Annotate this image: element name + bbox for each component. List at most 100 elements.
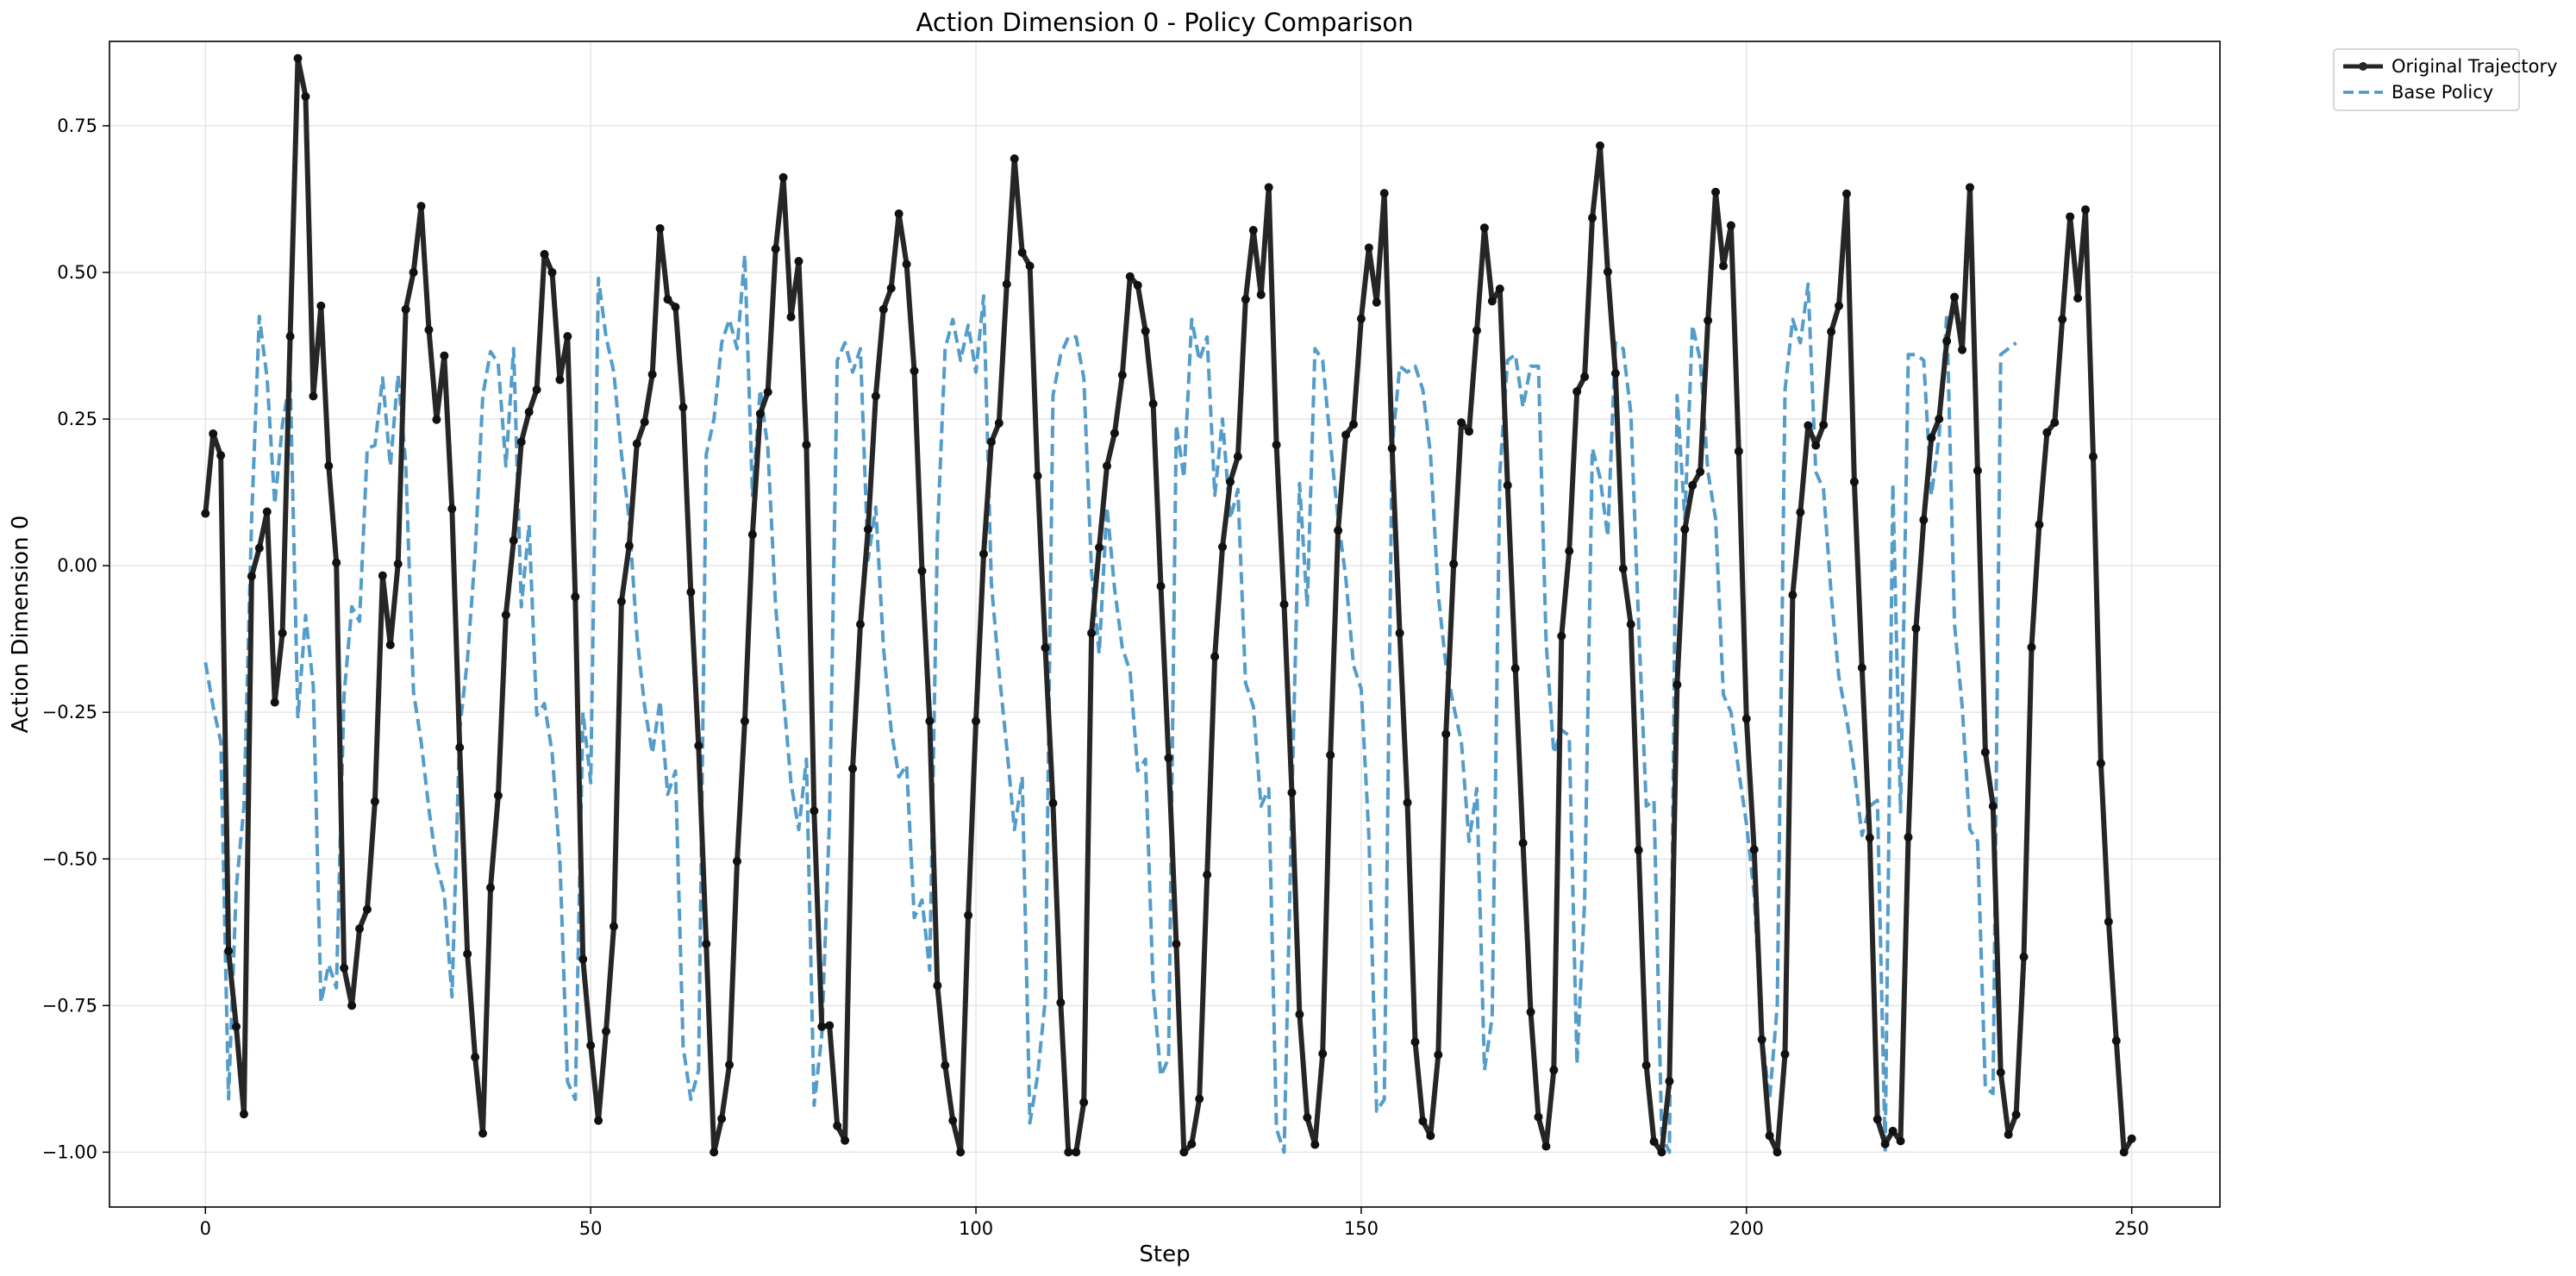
data-point-original-trajectory [1880,1139,1890,1148]
data-point-original-trajectory [2111,1036,2121,1046]
data-point-original-trajectory [485,883,495,892]
data-point-original-trajectory [1526,1007,1535,1016]
data-point-original-trajectory [678,403,688,412]
data-point-original-trajectory [1310,1140,1320,1149]
data-point-original-trajectory [686,587,696,597]
data-point-original-trajectory [1734,447,1743,456]
legend-marker-original-trajectory [2359,62,2367,71]
data-point-original-trajectory [1888,1126,1898,1135]
data-point-original-trajectory [1465,427,1474,436]
data-point-original-trajectory [1958,345,1967,354]
data-point-original-trajectory [1865,833,1874,842]
y-tick-label: 0.50 [57,262,97,283]
data-point-original-trajectory [247,572,256,581]
data-point-original-trajectory [640,417,649,427]
data-point-original-trajectory [555,375,565,385]
data-point-original-trajectory [355,924,365,934]
data-point-original-trajectory [941,1060,950,1070]
data-point-original-trajectory [440,351,449,360]
data-point-original-trajectory [524,407,534,416]
data-point-original-trajectory [2011,1110,2021,1119]
data-point-original-trajectory [594,1116,603,1125]
data-point-original-trajectory [933,981,942,991]
data-point-original-trajectory [1395,629,1404,638]
data-point-original-trajectory [1449,560,1459,569]
data-point-original-trajectory [1841,189,1851,198]
data-point-original-trajectory [1348,420,1358,429]
axis-ticks: 0 50 100 150 200 250 −1.00 −0.75 −0.50 −0.25 0.00 0… [42,116,2149,1239]
data-point-original-trajectory [1572,387,1582,397]
data-point-original-trajectory [1164,754,1173,763]
data-point-original-trajectory [2073,293,2083,303]
data-point-original-trajectory [385,640,395,649]
data-point-original-trajectory [956,1148,966,1157]
data-point-original-trajectory [1195,1094,1204,1104]
x-tick-label: 250 [2115,1218,2149,1239]
data-point-original-trajectory [1148,399,1158,409]
data-point-original-trajectory [509,535,518,545]
data-point-original-trajectory [1811,441,1821,450]
data-point-original-trajectory [1857,663,1866,672]
data-point-original-trajectory [2058,315,2067,324]
data-point-original-trajectory [316,301,326,310]
data-point-original-trajectory [1641,1060,1651,1070]
data-point-original-trajectory [1087,629,1097,638]
data-point-original-trajectory [1264,183,1273,192]
data-point-original-trajectory [1125,272,1135,281]
y-tick-label: −0.50 [42,848,97,869]
data-point-original-trajectory [262,507,272,516]
data-point-original-trajectory [2066,212,2075,222]
data-point-original-trajectory [1225,477,1235,486]
data-point-original-trajectory [224,947,234,956]
data-point-original-trajectory [362,904,372,914]
data-point-original-trajectory [540,249,549,259]
y-tick-label: 0.75 [57,116,97,136]
data-point-original-trajectory [471,1053,480,1062]
data-point-original-trajectory [1904,833,1913,842]
data-point-original-trajectory [1033,472,1042,481]
series-layer [201,53,2136,1157]
data-point-original-trajectory [1356,314,1366,323]
data-point-original-trajectory [1341,430,1351,440]
legend-label-base-policy: Base Policy [2392,82,2493,103]
data-point-original-trajectory [1580,372,1590,382]
data-point-original-trajectory [1988,802,1998,811]
data-point-original-trajectory [1434,1050,1443,1060]
data-point-original-trajectory [401,304,410,314]
data-point-original-trajectory [1680,524,1690,534]
data-point-original-trajectory [802,440,811,449]
data-point-original-trajectory [1387,444,1397,453]
data-point-original-trajectory [463,949,472,959]
data-point-original-trajectory [1372,297,1381,307]
data-point-original-trajectory [393,560,403,569]
data-point-original-trajectory [1102,461,1111,471]
data-point-original-trajectory [1549,1066,1559,1075]
data-point-original-trajectory [254,543,264,553]
data-point-original-trajectory [1079,1098,1089,1107]
data-point-original-trajectory [2104,917,2113,927]
data-point-original-trajectory [1364,243,1373,253]
data-point-original-trajectory [717,1114,727,1123]
data-point-original-trajectory [1919,516,1929,525]
data-point-original-trajectory [1780,1049,1790,1059]
data-point-original-trajectory [1272,440,1281,449]
data-point-original-trajectory [655,223,665,233]
data-point-original-trajectory [1649,1137,1659,1147]
data-point-original-trajectory [1911,623,1921,633]
data-point-original-trajectory [609,922,618,931]
data-point-original-trajectory [455,742,465,752]
data-point-original-trajectory [301,91,310,101]
data-point-original-trajectory [702,939,711,948]
data-point-original-trajectory [1095,543,1104,553]
data-point-original-trajectory [871,391,880,401]
data-point-original-trajectory [1233,452,1242,461]
data-point-original-trajectory [1634,846,1643,855]
data-point-original-trajectory [663,295,672,304]
data-point-original-trajectory [2042,428,2052,437]
data-point-original-trajectory [2096,759,2105,768]
data-point-original-trajectory [1704,316,1713,325]
data-point-original-trajectory [1835,301,1844,310]
data-point-original-trajectory [1133,280,1142,290]
data-point-original-trajectory [972,716,981,726]
